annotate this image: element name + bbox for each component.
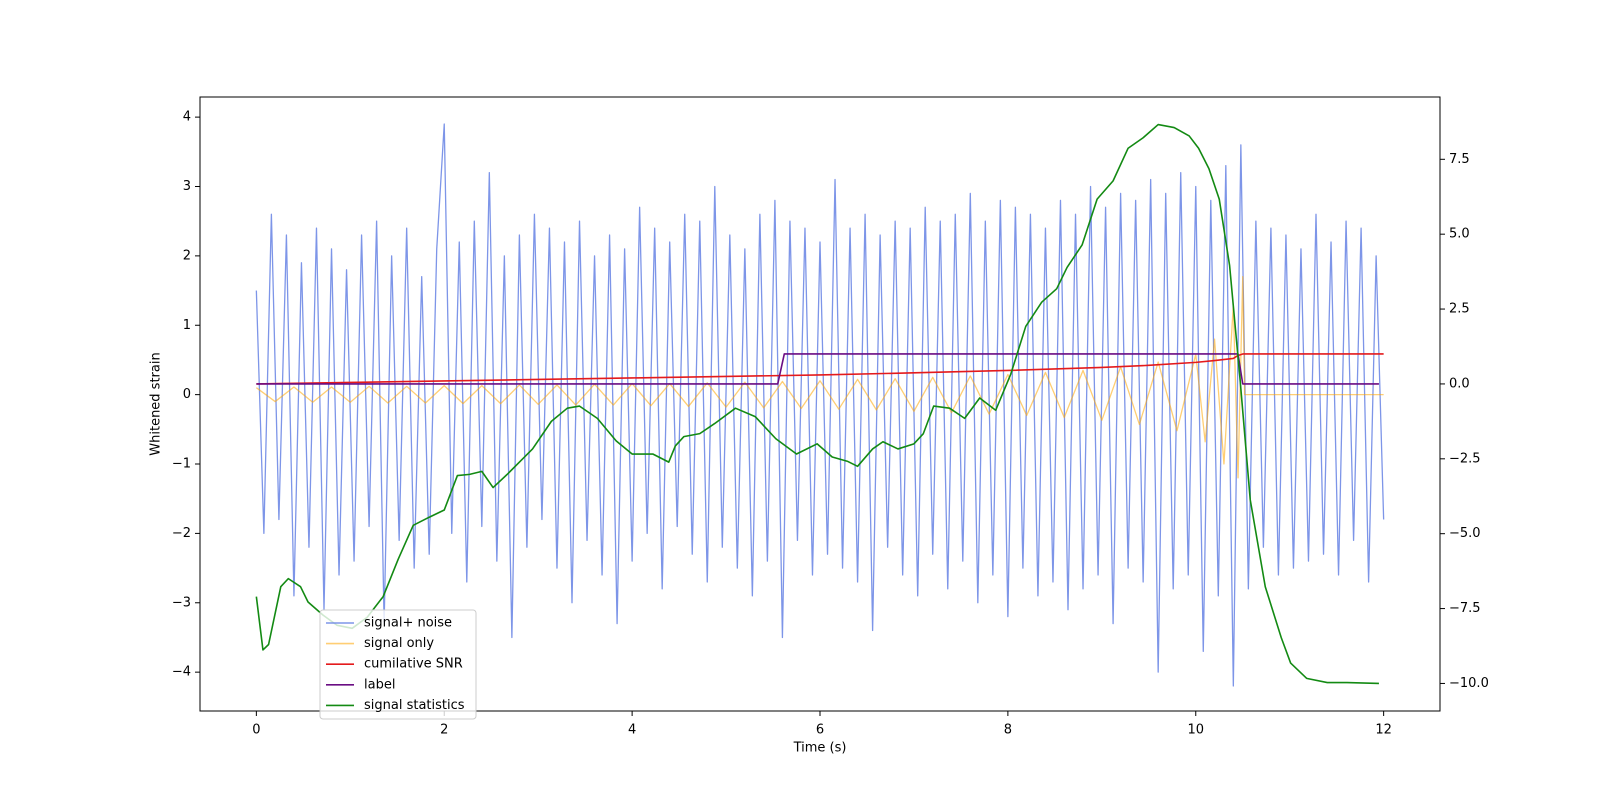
legend-label: signal statistics	[364, 698, 465, 713]
x-tick-label: 12	[1375, 723, 1392, 738]
legend-box	[319, 609, 477, 720]
x-tick-label: 10	[1187, 723, 1204, 738]
y2-tick-label: 5.0	[1449, 227, 1470, 242]
series-line	[255, 276, 1384, 479]
y-tick-label: −1	[172, 457, 191, 472]
x-tick-label: 2	[440, 723, 448, 738]
series-line	[255, 123, 1385, 687]
y-tick-label: −3	[172, 595, 191, 610]
legend-label: signal+ noise	[364, 616, 452, 631]
x-axis-label: Time (s)	[793, 741, 847, 756]
plot-area	[255, 123, 1385, 687]
axes-frame	[199, 96, 1441, 712]
y-tick-label: −2	[172, 526, 191, 541]
y2-tick-label: 0.0	[1449, 376, 1470, 391]
y-tick-label: 0	[183, 387, 191, 402]
y2-tick-label: 7.5	[1449, 152, 1470, 167]
x-tick-label: 4	[628, 723, 636, 738]
y-tick-label: 1	[183, 318, 191, 333]
y2-tick-label: 2.5	[1449, 302, 1470, 317]
series-line	[256, 353, 1384, 385]
y-tick-label: −4	[172, 665, 191, 680]
y-tick-label: 4	[183, 110, 191, 125]
series-line	[256, 353, 1379, 385]
series-line	[255, 123, 1379, 685]
y2-tick-label: −7.5	[1449, 601, 1481, 616]
x-tick-label: 6	[816, 723, 824, 738]
y2-tick-label: −2.5	[1449, 451, 1481, 466]
x-tick-label: 8	[1004, 723, 1012, 738]
legend-label: cumilative SNR	[364, 657, 463, 672]
y-axis-label: Whitened strain	[149, 352, 164, 455]
x-tick-label: 0	[252, 723, 260, 738]
y2-tick-label: −5.0	[1449, 526, 1481, 541]
legend-label: signal only	[364, 636, 434, 651]
legend-label: label	[364, 677, 395, 692]
y2-tick-label: −10.0	[1449, 676, 1489, 691]
y-tick-label: 3	[183, 179, 191, 194]
y-tick-label: 2	[183, 248, 191, 263]
legend: signal+ noise signal only cumilative SNR la…	[319, 609, 477, 720]
